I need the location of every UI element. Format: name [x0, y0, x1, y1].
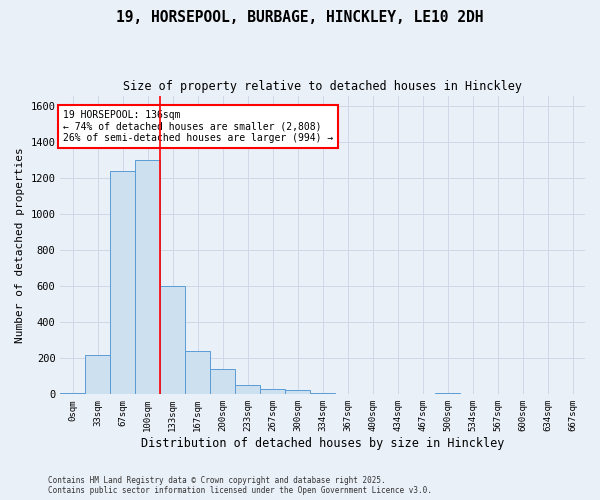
- Text: 19 HORSEPOOL: 136sqm
← 74% of detached houses are smaller (2,808)
26% of semi-de: 19 HORSEPOOL: 136sqm ← 74% of detached h…: [63, 110, 333, 143]
- Title: Size of property relative to detached houses in Hinckley: Size of property relative to detached ho…: [123, 80, 522, 93]
- Bar: [136, 160, 160, 394]
- Bar: [85, 354, 110, 395]
- Bar: [110, 171, 136, 394]
- Bar: [435, 392, 460, 394]
- Text: Contains HM Land Registry data © Crown copyright and database right 2025.
Contai: Contains HM Land Registry data © Crown c…: [48, 476, 432, 495]
- Bar: [310, 393, 335, 394]
- Bar: [61, 392, 85, 394]
- Y-axis label: Number of detached properties: Number of detached properties: [15, 147, 25, 343]
- Text: 19, HORSEPOOL, BURBAGE, HINCKLEY, LE10 2DH: 19, HORSEPOOL, BURBAGE, HINCKLEY, LE10 2…: [116, 10, 484, 25]
- Bar: [285, 390, 310, 394]
- Bar: [210, 369, 235, 394]
- Bar: [260, 390, 285, 394]
- X-axis label: Distribution of detached houses by size in Hinckley: Distribution of detached houses by size …: [141, 437, 505, 450]
- Bar: [160, 286, 185, 395]
- Bar: [185, 351, 210, 395]
- Bar: [235, 386, 260, 394]
